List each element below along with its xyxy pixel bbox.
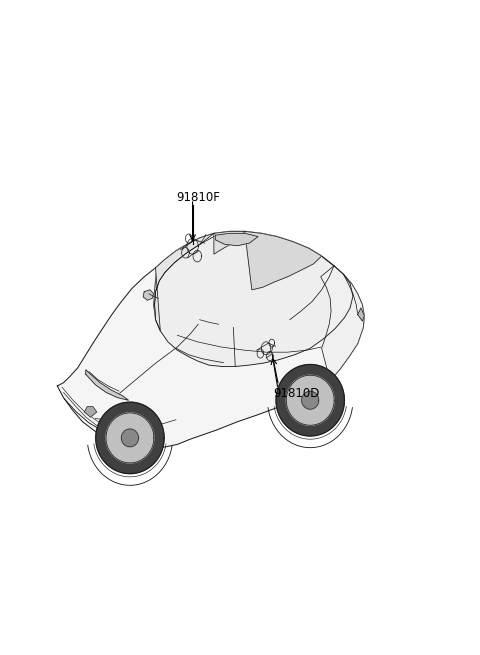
- Polygon shape: [302, 391, 319, 409]
- Polygon shape: [86, 369, 129, 400]
- Polygon shape: [155, 233, 214, 331]
- Polygon shape: [143, 290, 154, 300]
- Polygon shape: [154, 231, 353, 366]
- Polygon shape: [84, 407, 96, 417]
- Polygon shape: [287, 375, 334, 425]
- Polygon shape: [106, 413, 154, 463]
- Polygon shape: [214, 231, 245, 254]
- Polygon shape: [276, 365, 344, 436]
- Polygon shape: [121, 429, 138, 447]
- Text: 91810F: 91810F: [176, 191, 220, 204]
- Polygon shape: [57, 231, 364, 448]
- Polygon shape: [321, 266, 364, 381]
- Polygon shape: [245, 231, 322, 290]
- Polygon shape: [216, 233, 258, 246]
- Polygon shape: [96, 402, 164, 474]
- Text: 91810D: 91810D: [273, 387, 320, 400]
- Polygon shape: [358, 308, 364, 321]
